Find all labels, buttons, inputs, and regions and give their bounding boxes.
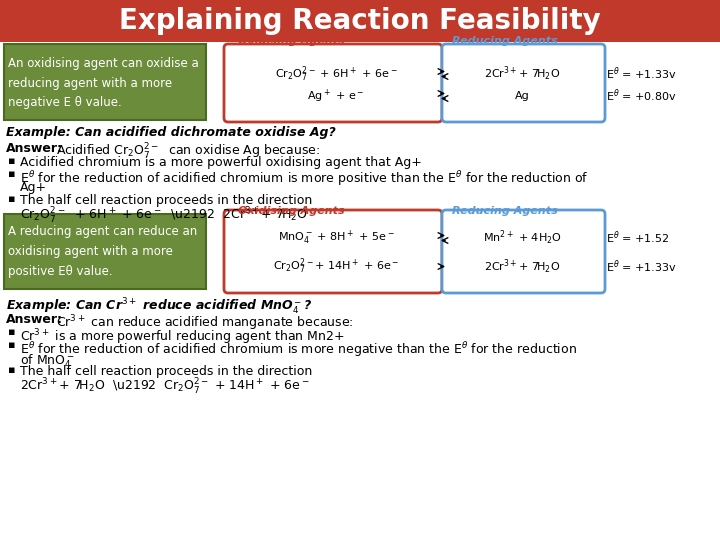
Text: Cr$_2$O$_7^{2-}$  + 6H$^+$ + 6e$^-$  \u2192  2Cr$^{3+}$+ 7H$_2$O: Cr$_2$O$_7^{2-}$ + 6H$^+$ + 6e$^-$ \u219… [20, 206, 307, 226]
Text: Reducing Agents: Reducing Agents [452, 206, 558, 216]
Text: E$^\theta$ = +1.33v: E$^\theta$ = +1.33v [606, 258, 677, 275]
Text: Ag+: Ag+ [20, 181, 47, 194]
Text: A reducing agent can reduce an
oxidising agent with a more
positive Eθ value.: A reducing agent can reduce an oxidising… [8, 226, 197, 278]
Text: Cr$^{3+}$ is a more powerful reducing agent than Mn2+: Cr$^{3+}$ is a more powerful reducing ag… [20, 327, 344, 347]
Text: Acidified Cr$_2$O$_7^{2-}$  can oxidise Ag because:: Acidified Cr$_2$O$_7^{2-}$ can oxidise A… [56, 142, 320, 162]
Text: 2Cr$^{3+}$+ 7H$_2$O: 2Cr$^{3+}$+ 7H$_2$O [484, 257, 560, 276]
Text: Cr$_2$O$_7^{2-}$+ 14H$^+$ + 6e$^-$: Cr$_2$O$_7^{2-}$+ 14H$^+$ + 6e$^-$ [273, 256, 399, 276]
Text: Oxidising Agents: Oxidising Agents [238, 206, 345, 216]
Text: E$^\theta$ = +1.33v: E$^\theta$ = +1.33v [606, 66, 677, 82]
Text: ▪: ▪ [8, 340, 16, 350]
Text: 2Cr$^{3+}$+ 7H$_2$O  \u2192  Cr$_2$O$_7^{2-}$ + 14H$^+$ + 6e$^-$: 2Cr$^{3+}$+ 7H$_2$O \u2192 Cr$_2$O$_7^{2… [20, 377, 310, 397]
Text: of MnO$_4^-$: of MnO$_4^-$ [20, 352, 75, 369]
FancyBboxPatch shape [4, 44, 206, 120]
Text: E$^\theta$ for the reduction of acidified chromium is more positive than the E$^: E$^\theta$ for the reduction of acidifie… [20, 169, 589, 188]
Text: 2Cr$^{3+}$+ 7H$_2$O: 2Cr$^{3+}$+ 7H$_2$O [484, 65, 560, 83]
Text: ▪: ▪ [8, 194, 16, 204]
Text: Reducing Agents: Reducing Agents [452, 36, 558, 46]
FancyBboxPatch shape [224, 44, 442, 122]
Text: Example: Can Cr$^{3+}$ reduce acidified MnO$_4^-$?: Example: Can Cr$^{3+}$ reduce acidified … [6, 297, 312, 317]
Bar [0, 0, 720, 42]
Text: Example: Can acidified dichromate oxidise Ag?: Example: Can acidified dichromate oxidis… [6, 126, 336, 139]
Text: E$^\theta$ = +0.80v: E$^\theta$ = +0.80v [606, 87, 677, 104]
FancyBboxPatch shape [224, 210, 442, 293]
Text: Oxidising Agents: Oxidising Agents [238, 36, 345, 46]
Text: ▪: ▪ [8, 156, 16, 166]
Text: Explaining Reaction Feasibility: Explaining Reaction Feasibility [119, 7, 601, 35]
Text: Cr$^{3+}$ can reduce acidified manganate because:: Cr$^{3+}$ can reduce acidified manganate… [56, 313, 354, 333]
Text: The half cell reaction proceeds in the direction: The half cell reaction proceeds in the d… [20, 194, 312, 207]
Text: E$^\theta$ for the reduction of acidified chromium is more negative than the E$^: E$^\theta$ for the reduction of acidifie… [20, 340, 577, 359]
FancyBboxPatch shape [4, 214, 206, 289]
Text: Ag$^+$ + e$^-$: Ag$^+$ + e$^-$ [307, 87, 364, 105]
Text: ▪: ▪ [8, 327, 16, 337]
Text: ▪: ▪ [8, 365, 16, 375]
Text: Cr$_2$O$_7^{2-}$ + 6H$^+$ + 6e$^-$: Cr$_2$O$_7^{2-}$ + 6H$^+$ + 6e$^-$ [274, 64, 397, 84]
FancyBboxPatch shape [442, 44, 605, 122]
Text: Acidified chromium is a more powerful oxidising agent that Ag+: Acidified chromium is a more powerful ox… [20, 156, 422, 169]
Text: Mn$^{2+}$ + 4H$_2$O: Mn$^{2+}$ + 4H$_2$O [482, 229, 562, 247]
FancyBboxPatch shape [442, 210, 605, 293]
Text: Answer:: Answer: [6, 313, 63, 326]
Text: Ag: Ag [515, 91, 529, 101]
Text: ▪: ▪ [8, 169, 16, 179]
Text: MnO$_4^-$ + 8H$^+$ + 5e$^-$: MnO$_4^-$ + 8H$^+$ + 5e$^-$ [278, 229, 395, 247]
Text: E$^\theta$ = +1.52: E$^\theta$ = +1.52 [606, 230, 670, 246]
Text: An oxidising agent can oxidise a
reducing agent with a more
negative E θ value.: An oxidising agent can oxidise a reducin… [8, 57, 199, 109]
Text: The half cell reaction proceeds in the direction: The half cell reaction proceeds in the d… [20, 365, 312, 378]
Text: Answer:: Answer: [6, 142, 63, 155]
